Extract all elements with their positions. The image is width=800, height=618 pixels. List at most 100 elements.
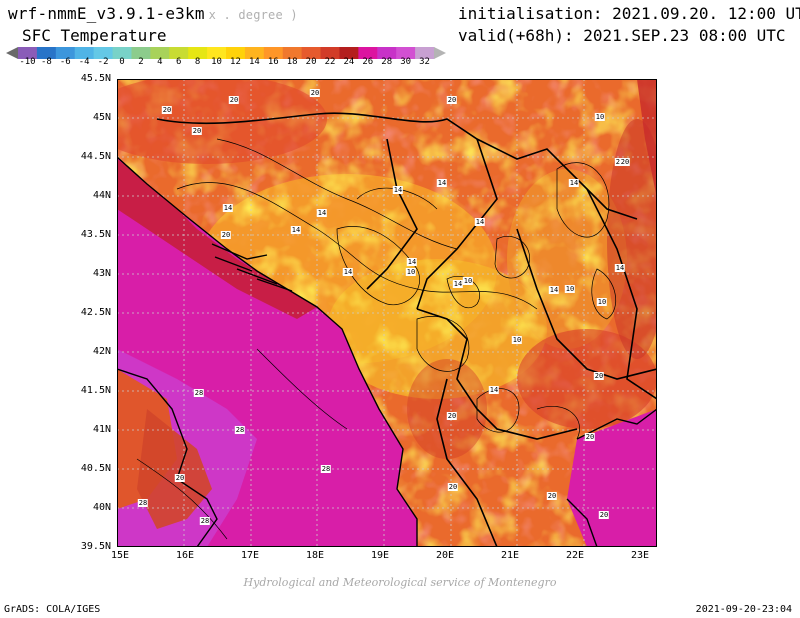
latitude-label: 42.5N (80, 307, 111, 318)
colorbar-tick-label: 6 (176, 57, 182, 67)
longitude-label: 22E (565, 550, 585, 561)
colorbar-swatch (396, 47, 416, 59)
colorbar-tick-label: 8 (194, 57, 201, 67)
isotherm-label: 10 (462, 277, 474, 285)
latitude-label: 45.5N (80, 73, 111, 84)
isotherm-label: 10 (511, 336, 523, 344)
isotherm-label: 14 (290, 226, 302, 234)
isotherm-label: 10 (564, 285, 576, 293)
latitude-label: 39.5N (80, 541, 111, 552)
latitude-label: 43N (92, 268, 111, 279)
isotherm-label: 28 (193, 389, 205, 397)
longitude-label: 21E (500, 550, 520, 561)
latitude-label: 42N (92, 346, 111, 357)
colorbar-tick-label: 16 (267, 57, 279, 67)
latitude-label: 44N (92, 190, 111, 201)
isotherm-label: 14 (614, 264, 626, 272)
colorbar-tick-label: 32 (419, 57, 430, 67)
colorbar-swatch (18, 47, 38, 59)
colorbar-swatch (282, 47, 303, 59)
latitude-label: 40.5N (80, 463, 111, 474)
colorbar-swatch (339, 47, 359, 59)
variable-title: SFC Temperature (22, 26, 167, 45)
colorbar (6, 47, 446, 59)
isotherm-label: 14 (406, 258, 418, 266)
colorbar-tick-label: 20 (305, 57, 317, 67)
model-name: wrf-nmmE_v3.9.1-e3km (8, 4, 205, 23)
isotherm-label: 14 (474, 218, 486, 226)
colorbar-tick-label: 28 (381, 57, 393, 67)
aegean-sea (567, 409, 657, 547)
isotherm-label: 20 (220, 231, 232, 239)
colorbar-tick-label: 10 (211, 57, 222, 67)
initialisation-time: initialisation: 2021.09.20. 12:00 UTC (458, 4, 800, 23)
colorbar-tick-label: 2 (138, 57, 144, 67)
isotherm-label: 14 (488, 386, 500, 394)
longitude-label: 17E (240, 550, 260, 561)
coastlines (117, 156, 657, 547)
colorbar-tick-label: 0 (119, 57, 125, 67)
valid-time: valid(+68h): 2021.SEP.23 08:00 UTC (458, 26, 786, 45)
colorbar-swatch (55, 47, 76, 59)
isotherm-label: 28 (320, 465, 332, 473)
isotherm-label: 20 (584, 433, 596, 441)
colorbar-swatch (150, 47, 170, 59)
colorbar-ticks: -10 -8 -6 -4 -2 0 2 4 6 8 10 12 14 16 18 20 22 24 26 28 30 32 (0, 57, 460, 69)
colorbar-swatch (301, 47, 322, 59)
isotherm-label: 14 (342, 268, 354, 276)
isotherm-label: 10 (596, 298, 608, 306)
map-canvas (117, 79, 657, 547)
colorbar-swatch (188, 47, 208, 59)
colorbar-high-arrow (434, 47, 446, 59)
isotherm-label: 20 (593, 372, 605, 380)
longitude-label: 15E (110, 550, 130, 561)
isotherm-label: 14 (392, 186, 404, 194)
colorbar-tick-label: 24 (343, 57, 355, 67)
colorbar-swatch (74, 47, 95, 59)
isotherm-label: 20 (447, 483, 459, 491)
credit-line: Hydrological and Meteorological service … (243, 576, 557, 589)
colorbar-tick-label: 14 (248, 57, 260, 67)
colorbar-swatch (415, 47, 435, 59)
temperature-map (117, 79, 657, 547)
colorbar-swatch (169, 47, 189, 59)
longitude-label: 20E (435, 550, 455, 561)
latitude-label: 45N (92, 112, 111, 123)
latitude-label: 43.5N (80, 229, 111, 240)
latitude-label: 41N (92, 424, 111, 435)
map-frame (117, 79, 657, 547)
longitude-label: 19E (370, 550, 390, 561)
colorbar-swatch (244, 47, 265, 59)
isotherm-label: 20 (546, 492, 558, 500)
isotherm-label: 10 (594, 113, 606, 121)
colorbar-tick-label: 26 (362, 57, 374, 67)
isotherm-label: 14 (222, 204, 234, 212)
isotherm-label: 20 (446, 412, 458, 420)
isotherm-label: 20 (161, 106, 173, 114)
colorbar-tick-label: -6 (59, 57, 71, 67)
grads-label: GrADS: COLA/IGES (4, 604, 101, 615)
longitude-label: 16E (175, 550, 195, 561)
colorbar-tick-label: 18 (286, 57, 298, 67)
colorbar-swatch (131, 47, 151, 59)
isotherm-label: 28 (137, 499, 149, 507)
isotherm-label: 10 (405, 268, 417, 276)
latitude-label: 40N (92, 502, 111, 513)
colorbar-tick-label: 4 (157, 57, 163, 67)
isotherm-label: 20 (446, 96, 458, 104)
colorbar-tick-label: 12 (230, 57, 241, 67)
country-borders (156, 112, 657, 547)
isotherm-label: 28 (234, 426, 246, 434)
latitude-label: 41.5N (80, 385, 111, 396)
colorbar-swatch (358, 47, 378, 59)
colorbar-tick-label: -2 (97, 57, 109, 67)
isotherm-label: 28 (199, 517, 211, 525)
isotherm-label: 14 (316, 209, 328, 217)
colorbar-swatch (263, 47, 284, 59)
colorbar-swatch (93, 47, 114, 59)
colorbar-swatch (207, 47, 227, 59)
colorbar-tick-label: 30 (400, 57, 412, 67)
colorbar-tick-label: 22 (324, 57, 336, 67)
colorbar-swatch (226, 47, 246, 59)
longitude-label: 18E (305, 550, 325, 561)
